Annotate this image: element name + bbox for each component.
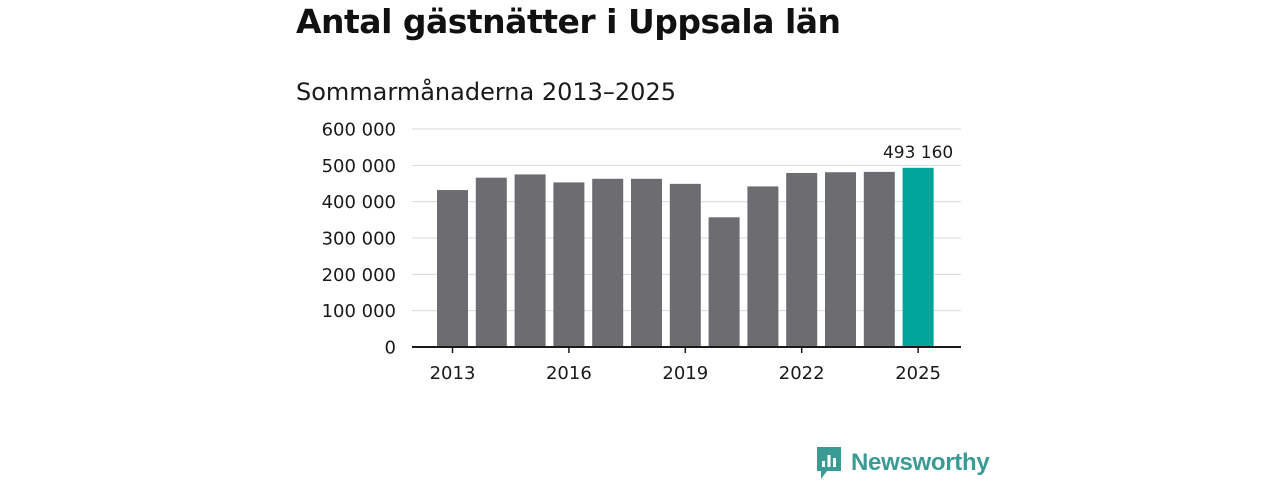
bar-2023 [825, 172, 856, 347]
y-tick-label: 600 000 [322, 120, 396, 141]
y-tick-label: 400 000 [322, 192, 396, 213]
y-tick-label: 0 [385, 338, 396, 359]
newsworthy-logo-icon [817, 447, 841, 479]
bar-2016 [553, 182, 585, 347]
bar-2017 [592, 178, 624, 347]
x-tick-label: 2016 [546, 363, 592, 384]
bar-2015 [514, 174, 546, 347]
chart-title: Antal gästnätter i Uppsala län [296, 2, 841, 41]
bar-2019 [669, 183, 701, 347]
brand-name: Newsworthy [851, 449, 990, 476]
bar-2022 [786, 172, 818, 347]
bar-2025 [902, 167, 934, 347]
x-tick-label: 2022 [779, 363, 825, 384]
y-tick-label: 200 000 [322, 265, 396, 286]
bar-2013 [437, 190, 468, 347]
x-tick-label: 2013 [430, 363, 476, 384]
bar-2021 [747, 186, 779, 347]
x-tick-label: 2025 [895, 363, 941, 384]
bar-2018 [631, 178, 662, 347]
x-tick-label: 2019 [662, 363, 708, 384]
bar-2024 [863, 171, 895, 347]
data-label: 493 160 [883, 143, 953, 163]
bar-2014 [475, 177, 507, 347]
y-tick-label: 300 000 [322, 229, 396, 250]
brand-logo: Newsworthy [815, 446, 990, 480]
bar-2020 [708, 217, 740, 347]
chart-subtitle: Sommarmånaderna 2013–2025 [296, 78, 676, 106]
y-tick-label: 500 000 [322, 156, 396, 177]
y-tick-label: 100 000 [322, 301, 396, 322]
